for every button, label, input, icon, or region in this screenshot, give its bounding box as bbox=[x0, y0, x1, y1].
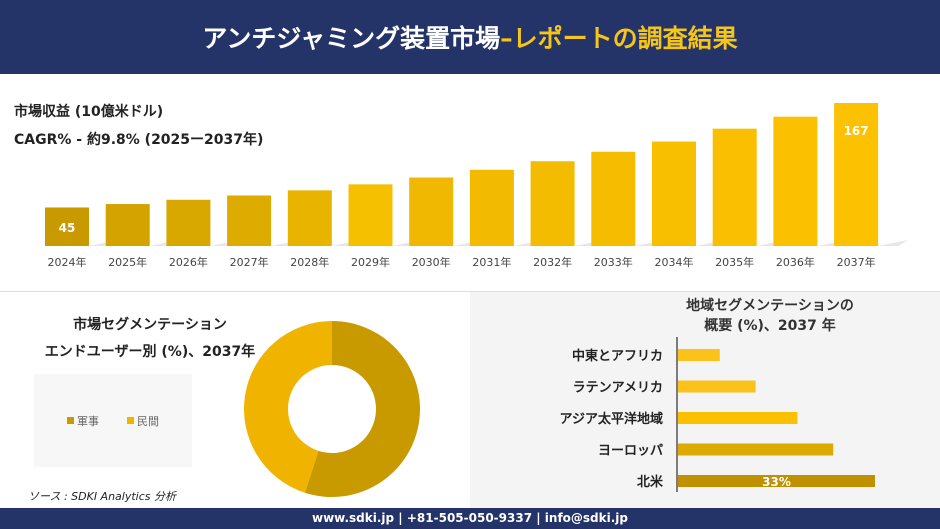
legend-label: 軍事 bbox=[77, 414, 99, 428]
footer-contact: www.sdki.jp | +81-505-050-9337 | info@sd… bbox=[0, 508, 940, 529]
report-title: アンチジャミング装置市場 bbox=[202, 24, 501, 53]
bar-data-label: 45 bbox=[59, 221, 76, 235]
year-tick-label: 2035年 bbox=[715, 255, 754, 269]
end-user-donut-chart bbox=[243, 321, 420, 497]
region-title-line2: 概要 (%)、2037 年 bbox=[704, 318, 836, 334]
year-tick-label: 2030年 bbox=[412, 255, 451, 269]
revenue-bar bbox=[166, 199, 211, 246]
year-tick-label: 2036年 bbox=[776, 255, 815, 269]
source-note: ソース : SDKI Analytics 分析 bbox=[28, 490, 177, 503]
revenue-bar bbox=[469, 169, 514, 246]
year-tick-label: 2033年 bbox=[594, 255, 633, 269]
region-bar bbox=[678, 349, 720, 361]
donut-slice-military bbox=[304, 321, 420, 497]
region-label: ヨーロッパ bbox=[598, 444, 663, 459]
revenue-bar bbox=[591, 151, 636, 246]
year-tick-label: 2024年 bbox=[48, 255, 87, 269]
region-bar bbox=[678, 412, 798, 424]
year-tick-label: 2027年 bbox=[230, 255, 269, 269]
year-tick-label: 2034年 bbox=[655, 255, 694, 269]
report-header: アンチジャミング装置市場 –レポートの調査結果 bbox=[0, 0, 940, 74]
revenue-bar bbox=[712, 128, 757, 246]
year-tick-label: 2028年 bbox=[290, 255, 329, 269]
year-tick-label: 2032年 bbox=[533, 255, 572, 269]
revenue-bar-chart: 2024年 45 2025年 2026年 2027年 2028年 2029年 2030年 203… bbox=[45, 103, 909, 269]
donut-legend: 軍事 民間 bbox=[34, 374, 192, 467]
region-title: 地域セグメンテーションの 概要 (%)、2037 年 bbox=[470, 296, 940, 336]
legend-item-civil: 民間 bbox=[127, 413, 159, 429]
year-tick-label: 2031年 bbox=[472, 255, 511, 269]
legend-swatch bbox=[67, 417, 74, 424]
year-tick-label: 2025年 bbox=[108, 255, 147, 269]
year-tick-label: 2037年 bbox=[837, 255, 876, 269]
segmentation-title-line2: エンドユーザー別 (%)、2037年 bbox=[44, 344, 256, 360]
region-bar bbox=[678, 443, 834, 456]
revenue-title: 市場収益 (10億米ドル) bbox=[14, 104, 164, 120]
divider bbox=[0, 291, 940, 292]
region-data-label: 33% bbox=[762, 475, 791, 489]
region-panel: 地域セグメンテーションの 概要 (%)、2037 年 中東とアフリカ ラテンアメリ… bbox=[470, 292, 940, 508]
region-label: ラテンアメリカ bbox=[573, 381, 663, 396]
region-label: 中東とアフリカ bbox=[572, 348, 663, 364]
year-tick-label: 2026年 bbox=[169, 255, 208, 269]
region-label: アジア太平洋地域 bbox=[560, 411, 663, 427]
region-bar bbox=[678, 475, 875, 487]
bar-data-label: 167 bbox=[844, 124, 869, 138]
region-label: 北米 bbox=[637, 474, 664, 490]
revenue-bar bbox=[773, 116, 818, 247]
end-user-panel: 市場セグメンテーション エンドユーザー別 (%)、2037年 軍事 民間 ソース… bbox=[0, 292, 469, 508]
region-bar bbox=[678, 380, 756, 393]
revenue-bar bbox=[45, 207, 89, 246]
segmentation-title-line1: 市場セグメンテーション bbox=[73, 317, 227, 333]
revenue-bar bbox=[530, 161, 575, 246]
legend-swatch bbox=[127, 417, 134, 424]
report-title-accent: –レポートの調査結果 bbox=[500, 24, 738, 53]
legend-item-military: 軍事 bbox=[67, 413, 99, 429]
revenue-bar bbox=[409, 177, 454, 246]
revenue-bar bbox=[287, 190, 332, 246]
segmentation-title: 市場セグメンテーション エンドユーザー別 (%)、2037年 bbox=[0, 312, 300, 366]
cagr-text: CAGR% - 約9.8% (2025ー2037年) bbox=[14, 132, 264, 148]
revenue-bar bbox=[348, 184, 393, 246]
donut-slice-civil bbox=[243, 321, 332, 493]
revenue-bar bbox=[652, 141, 696, 246]
revenue-bar bbox=[227, 195, 272, 246]
region-title-line1: 地域セグメンテーションの bbox=[686, 298, 854, 314]
revenue-bar bbox=[834, 103, 879, 246]
bar-shadow bbox=[878, 240, 909, 246]
year-tick-label: 2029年 bbox=[351, 255, 390, 269]
revenue-bar bbox=[105, 204, 150, 246]
legend-label: 民間 bbox=[137, 414, 159, 428]
